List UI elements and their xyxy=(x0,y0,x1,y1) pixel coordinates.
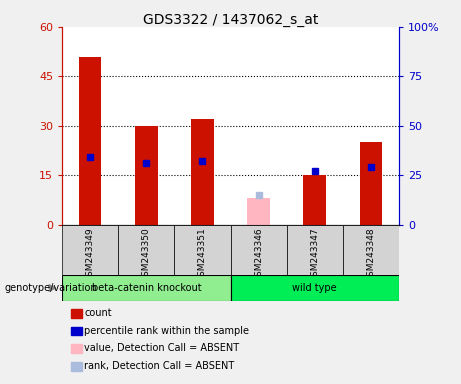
Bar xyxy=(230,225,287,275)
Text: GSM243347: GSM243347 xyxy=(310,227,319,282)
Bar xyxy=(230,275,399,301)
Text: beta-catenin knockout: beta-catenin knockout xyxy=(92,283,201,293)
Text: GSM243349: GSM243349 xyxy=(86,227,95,282)
Text: rank, Detection Call = ABSENT: rank, Detection Call = ABSENT xyxy=(84,361,235,371)
Bar xyxy=(135,126,158,225)
Bar xyxy=(79,56,101,225)
Text: GDS3322 / 1437062_s_at: GDS3322 / 1437062_s_at xyxy=(143,13,318,27)
Text: percentile rank within the sample: percentile rank within the sample xyxy=(84,326,249,336)
Text: wild type: wild type xyxy=(292,283,337,293)
Text: value, Detection Call = ABSENT: value, Detection Call = ABSENT xyxy=(84,343,239,353)
Text: GSM243351: GSM243351 xyxy=(198,227,207,282)
Text: GSM243350: GSM243350 xyxy=(142,227,151,282)
Text: GSM243346: GSM243346 xyxy=(254,227,263,282)
Bar xyxy=(343,225,399,275)
Bar xyxy=(174,225,230,275)
Text: genotype/variation: genotype/variation xyxy=(5,283,97,293)
Bar xyxy=(191,119,214,225)
Text: GSM243348: GSM243348 xyxy=(366,227,375,282)
Text: count: count xyxy=(84,308,112,318)
Bar xyxy=(287,225,343,275)
Bar xyxy=(360,142,382,225)
Bar xyxy=(303,175,326,225)
Bar xyxy=(247,198,270,225)
Bar xyxy=(62,225,118,275)
Bar xyxy=(118,225,174,275)
Bar xyxy=(62,275,230,301)
